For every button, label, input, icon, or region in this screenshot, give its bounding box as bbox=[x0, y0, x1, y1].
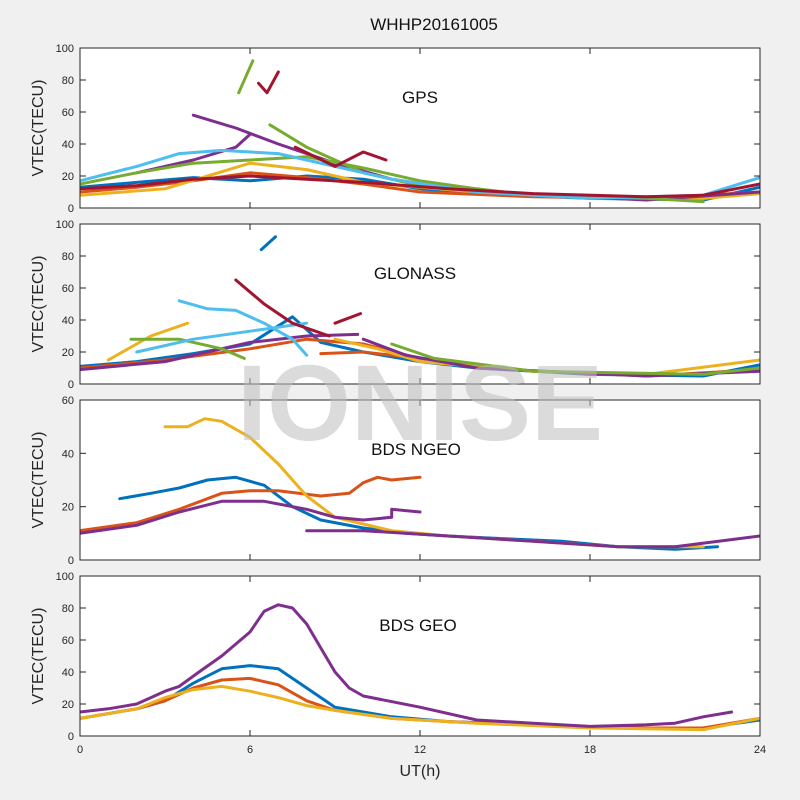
y-tick-label: 0 bbox=[68, 555, 74, 567]
watermark-text: IONISE bbox=[237, 342, 603, 463]
y-tick-label: 0 bbox=[68, 731, 74, 743]
y-axis-label: VTEC(TECU) bbox=[30, 432, 47, 529]
y-tick-label: 40 bbox=[62, 448, 74, 460]
x-tick-label: 12 bbox=[414, 744, 426, 756]
y-tick-label: 20 bbox=[62, 502, 74, 514]
panel-label: GPS bbox=[402, 88, 438, 107]
y-tick-label: 40 bbox=[62, 667, 74, 679]
y-tick-label: 60 bbox=[62, 635, 74, 647]
y-tick-label: 60 bbox=[62, 395, 74, 407]
series-line-6 bbox=[237, 59, 255, 95]
traces bbox=[80, 417, 760, 551]
series-line-2 bbox=[80, 684, 760, 732]
figure-title: WHHP20161005 bbox=[370, 15, 498, 34]
y-tick-label: 20 bbox=[62, 171, 74, 183]
panel-0: 0 20 40 60 80 100 VTEC(TECU) GPS bbox=[30, 43, 761, 215]
y-tick-label: 100 bbox=[56, 219, 74, 231]
x-tick-label: 18 bbox=[584, 744, 596, 756]
series-line-10 bbox=[257, 70, 280, 95]
x-axis-label: UT(h) bbox=[400, 763, 441, 780]
series-line-6 bbox=[80, 332, 360, 372]
panel-label: BDS GEO bbox=[379, 616, 456, 635]
y-tick-label: 80 bbox=[62, 603, 74, 615]
y-tick-label: 40 bbox=[62, 315, 74, 327]
x-tick-label: 6 bbox=[247, 744, 253, 756]
y-axis-label: VTEC(TECU) bbox=[30, 80, 47, 177]
y-axis-label: VTEC(TECU) bbox=[30, 608, 47, 705]
series-line-11 bbox=[293, 145, 388, 168]
panel-label: GLONASS bbox=[374, 264, 456, 283]
y-tick-label: 80 bbox=[62, 75, 74, 87]
series-line-12 bbox=[234, 278, 331, 338]
series-line-4 bbox=[106, 321, 190, 362]
series-line-9 bbox=[80, 174, 760, 199]
series-line-11 bbox=[135, 321, 309, 354]
y-tick-label: 20 bbox=[62, 699, 74, 711]
panel-frame bbox=[79, 575, 761, 737]
series-line-5 bbox=[333, 337, 760, 376]
y-tick-label: 100 bbox=[56, 571, 74, 583]
series-line-8 bbox=[129, 337, 246, 360]
series-line-9 bbox=[390, 342, 760, 376]
series-line-3 bbox=[80, 603, 734, 728]
y-axis-label: VTEC(TECU) bbox=[30, 256, 47, 353]
y-tick-label: 60 bbox=[62, 107, 74, 119]
y-tick-label: 20 bbox=[62, 347, 74, 359]
series-line-13 bbox=[333, 312, 362, 325]
y-tick-label: 100 bbox=[56, 43, 74, 55]
panel-label: BDS NGEO bbox=[371, 440, 461, 459]
y-tick-label: 0 bbox=[68, 379, 74, 391]
traces bbox=[80, 603, 760, 732]
x-tick-label: 0 bbox=[77, 744, 83, 756]
x-tick-label: 24 bbox=[754, 744, 766, 756]
panel-2: 0 20 40 60 VTEC(TECU) BDS NGEO bbox=[30, 395, 761, 567]
series-line-3 bbox=[319, 350, 408, 359]
series-line-4 bbox=[305, 529, 760, 549]
series-line-4 bbox=[135, 132, 252, 175]
traces bbox=[80, 235, 760, 378]
panel-3: 0 20 40 60 80 100 0 6 12 18 24 VTEC(TECU) BDS GEO UT(… bbox=[30, 571, 766, 780]
y-tick-label: 0 bbox=[68, 203, 74, 215]
y-tick-label: 60 bbox=[62, 283, 74, 295]
series-line-1 bbox=[80, 475, 422, 533]
y-tick-label: 80 bbox=[62, 251, 74, 263]
series-line-1 bbox=[259, 235, 277, 252]
series-line-3 bbox=[80, 499, 422, 535]
panel-1: 0 20 40 60 80 100 VTEC(TECU) GLONASS bbox=[30, 219, 761, 391]
series-line-10 bbox=[177, 299, 309, 357]
traces bbox=[80, 59, 760, 204]
y-tick-label: 40 bbox=[62, 139, 74, 151]
